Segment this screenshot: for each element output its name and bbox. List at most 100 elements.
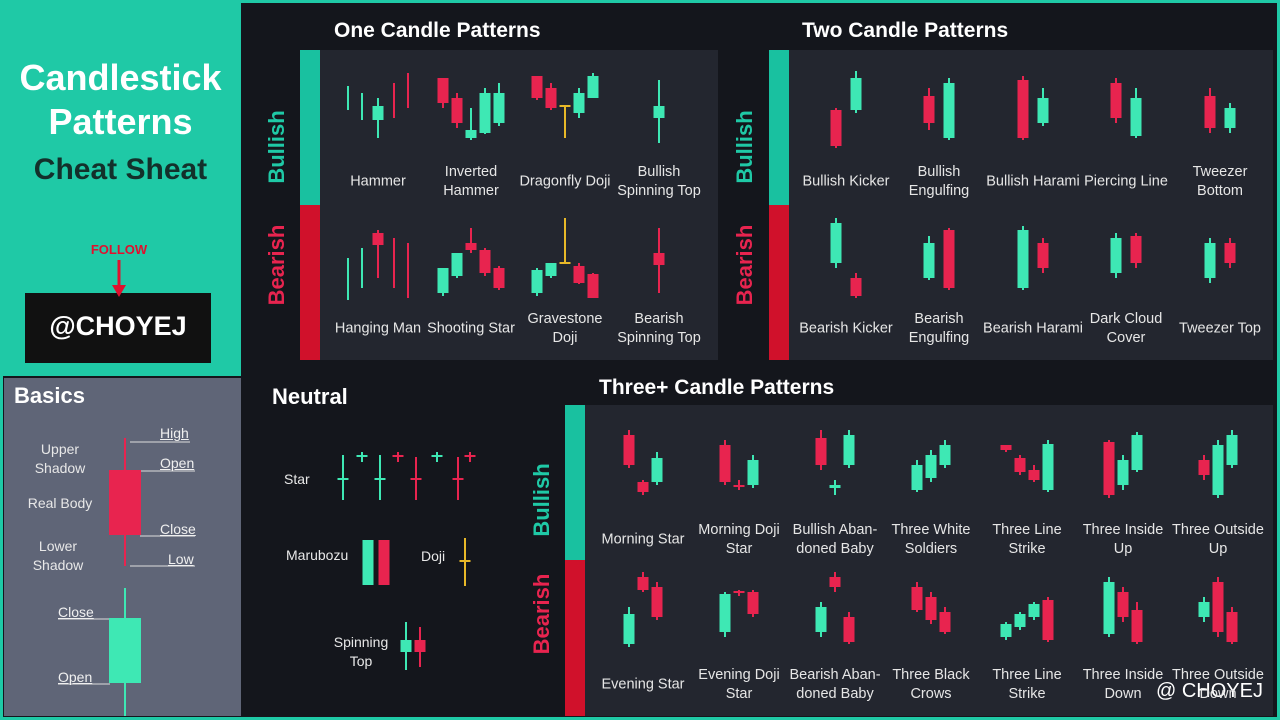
- candle-part: [637, 577, 649, 590]
- pattern-label: Three Inside Up: [1082, 522, 1164, 557]
- candle-part: [1130, 98, 1142, 136]
- side-label: Bullish: [264, 110, 289, 184]
- basics-label: Lower Shadow: [32, 538, 84, 573]
- candle-part: [829, 485, 841, 488]
- pattern-label: Three Black Crows: [892, 667, 970, 702]
- candle-part: [939, 612, 951, 632]
- pattern-label: Bearish Engulfing: [908, 311, 970, 346]
- title: Candlestick Patterns: [19, 57, 222, 142]
- section-title: Neutral: [272, 384, 348, 409]
- candle-part: [1224, 108, 1236, 128]
- pattern-label: Dark Cloud Cover: [1089, 311, 1163, 346]
- candle-part: [830, 223, 842, 263]
- pattern-label: Morning Doji Star: [698, 522, 780, 557]
- candle-part: [437, 268, 449, 293]
- candle-part: [451, 98, 463, 123]
- candle-part: [1117, 592, 1129, 617]
- candle-part: [479, 93, 491, 133]
- candle-part: [493, 268, 505, 288]
- candle-part: [911, 465, 923, 490]
- basics-title: Basics: [14, 383, 85, 408]
- candle-part: [1028, 604, 1040, 617]
- section-title: Two Candle Patterns: [802, 19, 1009, 42]
- pattern-label: Hammer: [350, 173, 406, 190]
- candle-part: [1017, 80, 1029, 138]
- candle-part: [651, 458, 663, 482]
- candle-part: [923, 96, 935, 123]
- candle-part: [719, 594, 731, 632]
- side-label: Bearish: [529, 573, 554, 655]
- basics-marker: Close: [58, 604, 94, 620]
- neutral-label: Star: [284, 471, 310, 487]
- pattern-label: Three Line Strike: [992, 667, 1062, 702]
- candle-part: [1103, 442, 1115, 495]
- three-candle-panel: [565, 405, 1273, 716]
- candle-part: [1014, 614, 1026, 627]
- candle-part: [414, 640, 426, 652]
- candle-part: [1028, 470, 1040, 480]
- candle-part: [850, 278, 862, 296]
- pattern-label: Gravestone Doji: [527, 311, 603, 346]
- basics-label: Real Body: [27, 495, 93, 511]
- pattern-label: Three Outside Up: [1172, 522, 1264, 557]
- side-label: Bullish: [529, 463, 554, 537]
- pattern-label: Bullish Engulfing: [908, 164, 970, 199]
- basics-label: Upper Shadow: [34, 441, 86, 476]
- candle-part: [362, 540, 374, 585]
- candle-part: [850, 78, 862, 110]
- side-label: Bearish: [732, 224, 757, 306]
- pattern-label: Bearish Aban-doned Baby: [789, 667, 881, 702]
- bearish-bar: [300, 205, 320, 360]
- candle-part: [437, 78, 449, 103]
- pattern-label: Three Line Strike: [992, 522, 1062, 557]
- basics-marker: Open: [160, 455, 195, 471]
- candle-part: [830, 110, 842, 146]
- candle-part: [378, 540, 390, 585]
- candle-part: [1103, 582, 1115, 634]
- candle-part: [531, 270, 543, 293]
- handle: @CHOYEJ: [49, 311, 187, 341]
- pattern-label: Evening Star: [601, 676, 685, 693]
- side-label: Bullish: [732, 110, 757, 184]
- candle-part: [843, 617, 855, 642]
- pattern-label: Bearish Harami: [983, 320, 1083, 337]
- candle-part: [1226, 612, 1238, 642]
- pattern-label: Bullish Spinning Top: [617, 164, 701, 199]
- candle-part: [733, 485, 745, 487]
- pattern-label: Three Outside Down: [1172, 667, 1264, 702]
- candle-part: [451, 253, 463, 276]
- candle-part: [623, 614, 635, 644]
- pattern-label: Dragonfly Doji: [519, 173, 611, 190]
- candle-part: [747, 460, 759, 485]
- pattern-label: Bearish Kicker: [799, 320, 893, 337]
- candle-part: [587, 76, 599, 98]
- candle-part: [815, 607, 827, 632]
- pattern-label: Bullish Aban-doned Baby: [792, 522, 878, 557]
- candle-part: [1204, 243, 1216, 278]
- section-title: One Candle Patterns: [334, 19, 541, 42]
- bearish-bar: [769, 205, 789, 360]
- pattern-label: Three Inside Down: [1082, 667, 1164, 702]
- candle-part: [943, 230, 955, 288]
- pattern-label: Bullish Harami: [986, 173, 1080, 190]
- candle-part: [623, 435, 635, 465]
- candle-part: [1204, 96, 1216, 128]
- candle-part: [1110, 83, 1122, 118]
- candle-part: [651, 587, 663, 617]
- candle-part: [1131, 435, 1143, 470]
- candle-part: [1042, 600, 1054, 640]
- candle-part: [109, 618, 141, 683]
- neutral-label: Doji: [421, 548, 446, 564]
- side-label: Bearish: [264, 224, 289, 306]
- bullish-bar: [769, 50, 789, 205]
- candle-part: [587, 274, 599, 298]
- candle-part: [1198, 460, 1210, 475]
- pattern-label: Hanging Man: [334, 320, 422, 337]
- candle-part: [719, 445, 731, 482]
- basics-marker: High: [160, 425, 189, 441]
- pattern-label: Tweezer Bottom: [1192, 164, 1248, 199]
- basics-guides: [58, 441, 195, 685]
- bullish-bar: [300, 50, 320, 205]
